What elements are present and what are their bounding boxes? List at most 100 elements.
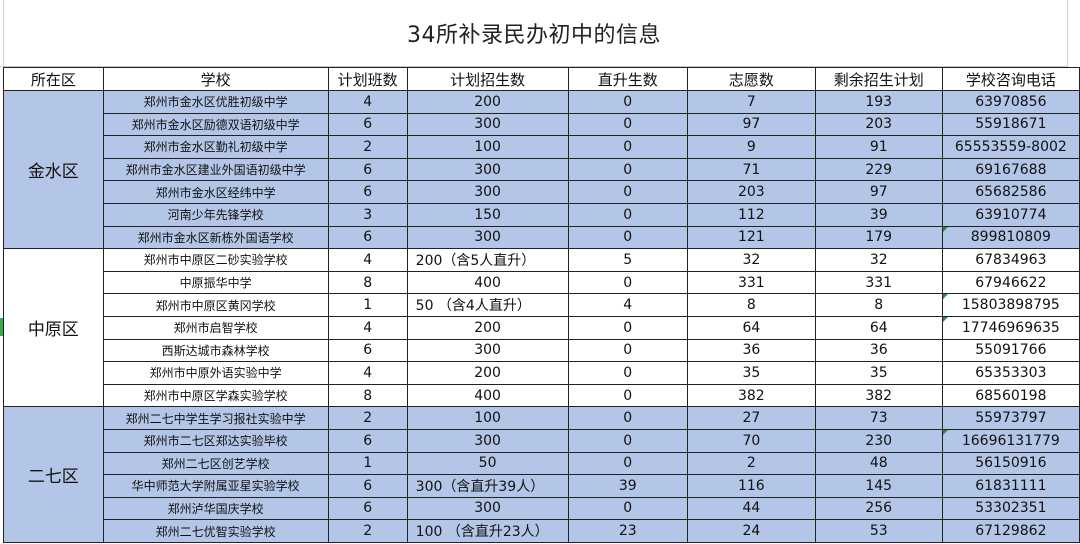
classes-cell[interactable]: 6: [327, 157, 408, 182]
classes-cell[interactable]: 6: [327, 428, 408, 453]
direct-cell[interactable]: 0: [567, 338, 688, 363]
direct-cell[interactable]: 0: [567, 135, 688, 159]
wishes-cell[interactable]: 71: [686, 157, 816, 182]
phone-cell[interactable]: 63970856: [941, 90, 1080, 114]
school-cell[interactable]: 郑州市金水区建业外国语初级中学: [102, 157, 329, 182]
classes-cell[interactable]: 1: [327, 451, 408, 476]
school-cell[interactable]: 郑州市中原区二砂实验学校: [102, 248, 329, 272]
plan-cell[interactable]: 400: [406, 383, 569, 408]
remaining-cell[interactable]: 256: [814, 496, 943, 521]
school-cell[interactable]: 郑州市金水区经纬中学: [102, 180, 329, 204]
classes-cell[interactable]: 3: [327, 202, 408, 227]
classes-cell[interactable]: 4: [327, 361, 408, 385]
remaining-cell[interactable]: 91: [814, 135, 943, 159]
direct-cell[interactable]: 0: [567, 90, 688, 114]
plan-cell[interactable]: 300: [406, 496, 569, 521]
wishes-cell[interactable]: 32: [686, 248, 816, 272]
school-cell[interactable]: 郑州市中原外语实验中学: [102, 361, 329, 385]
wishes-cell[interactable]: 112: [686, 202, 816, 227]
remaining-cell[interactable]: 8: [814, 293, 943, 317]
remaining-cell[interactable]: 145: [814, 474, 943, 498]
classes-cell[interactable]: 6: [327, 474, 408, 498]
direct-cell[interactable]: 4: [567, 293, 688, 317]
wishes-cell[interactable]: 7: [686, 90, 816, 114]
direct-cell[interactable]: 5: [567, 248, 688, 272]
plan-cell[interactable]: 50: [406, 451, 569, 476]
remaining-cell[interactable]: 36: [814, 338, 943, 363]
district-cell[interactable]: 二七区: [3, 406, 104, 543]
wishes-cell[interactable]: 382: [686, 383, 816, 408]
phone-cell[interactable]: 67129862: [941, 519, 1080, 543]
direct-cell[interactable]: 0: [567, 496, 688, 521]
wishes-cell[interactable]: 8: [686, 293, 816, 317]
header-direct[interactable]: 直升生数: [567, 67, 688, 91]
classes-cell[interactable]: 4: [327, 90, 408, 114]
plan-cell[interactable]: 300: [406, 157, 569, 182]
classes-cell[interactable]: 8: [327, 270, 408, 295]
phone-cell[interactable]: 65682586: [941, 180, 1080, 204]
plan-cell[interactable]: 400: [406, 270, 569, 295]
remaining-cell[interactable]: 331: [814, 270, 943, 295]
phone-cell[interactable]: 15803898795: [941, 293, 1080, 317]
plan-cell[interactable]: 300: [406, 112, 569, 137]
phone-cell[interactable]: 68560198: [941, 383, 1080, 408]
phone-cell[interactable]: 16696131779: [941, 428, 1080, 453]
wishes-cell[interactable]: 70: [686, 428, 816, 453]
phone-cell[interactable]: 55973797: [941, 406, 1080, 430]
direct-cell[interactable]: 0: [567, 451, 688, 476]
school-cell[interactable]: 郑州市中原区学森实验学校: [102, 383, 329, 408]
remaining-cell[interactable]: 382: [814, 383, 943, 408]
remaining-cell[interactable]: 35: [814, 361, 943, 385]
header-wishes[interactable]: 志愿数: [686, 67, 816, 91]
classes-cell[interactable]: 2: [327, 135, 408, 159]
plan-cell[interactable]: 100: [406, 406, 569, 430]
phone-cell[interactable]: 17746969635: [941, 315, 1080, 340]
phone-cell[interactable]: 53302351: [941, 496, 1080, 521]
phone-cell[interactable]: 65353303: [941, 361, 1080, 385]
classes-cell[interactable]: 4: [327, 248, 408, 272]
remaining-cell[interactable]: 179: [814, 225, 943, 250]
school-cell[interactable]: 郑州市中原区黄冈学校: [102, 293, 329, 317]
plan-cell[interactable]: 150: [406, 202, 569, 227]
phone-cell[interactable]: 67834963: [941, 248, 1080, 272]
district-cell[interactable]: 中原区: [3, 248, 104, 408]
remaining-cell[interactable]: 229: [814, 157, 943, 182]
district-cell[interactable]: 金水区: [3, 89, 104, 250]
plan-cell[interactable]: 300: [406, 338, 569, 363]
school-cell[interactable]: 河南少年先锋学校: [102, 202, 329, 227]
school-cell[interactable]: 郑州市金水区新栋外国语学校: [102, 225, 329, 250]
phone-cell[interactable]: 67946622: [941, 270, 1080, 295]
plan-cell[interactable]: 300: [406, 180, 569, 204]
remaining-cell[interactable]: 53: [814, 519, 943, 543]
school-cell[interactable]: 郑州市金水区励德双语初级中学: [102, 112, 329, 137]
plan-cell[interactable]: 200: [406, 90, 569, 114]
wishes-cell[interactable]: 203: [686, 180, 816, 204]
phone-cell[interactable]: 69167688: [941, 157, 1080, 182]
direct-cell[interactable]: 0: [567, 361, 688, 385]
classes-cell[interactable]: 1: [327, 293, 408, 317]
phone-cell[interactable]: 63910774: [941, 202, 1080, 227]
wishes-cell[interactable]: 24: [686, 519, 816, 543]
header-remaining[interactable]: 剩余招生计划: [814, 67, 943, 91]
header-school[interactable]: 学校: [102, 67, 329, 91]
wishes-cell[interactable]: 9: [686, 135, 816, 159]
classes-cell[interactable]: 6: [327, 112, 408, 137]
wishes-cell[interactable]: 44: [686, 496, 816, 521]
school-cell[interactable]: 郑州泸华国庆学校: [102, 496, 329, 521]
plan-cell[interactable]: 300: [406, 428, 569, 453]
school-cell[interactable]: 郑州二七优智实验学校: [102, 519, 329, 543]
direct-cell[interactable]: 0: [567, 202, 688, 227]
phone-cell[interactable]: 55918671: [941, 112, 1080, 137]
phone-cell[interactable]: 899810809: [941, 225, 1080, 250]
wishes-cell[interactable]: 35: [686, 361, 816, 385]
school-cell[interactable]: 郑州二七中学生学习报社实验中学: [102, 406, 329, 430]
phone-cell[interactable]: 55091766: [941, 338, 1080, 363]
wishes-cell[interactable]: 64: [686, 315, 816, 340]
phone-cell[interactable]: 56150916: [941, 451, 1080, 476]
direct-cell[interactable]: 0: [567, 383, 688, 408]
wishes-cell[interactable]: 36: [686, 338, 816, 363]
remaining-cell[interactable]: 32: [814, 248, 943, 272]
wishes-cell[interactable]: 116: [686, 474, 816, 498]
classes-cell[interactable]: 4: [327, 315, 408, 340]
plan-cell[interactable]: 50 （含4人直升）: [406, 293, 569, 317]
